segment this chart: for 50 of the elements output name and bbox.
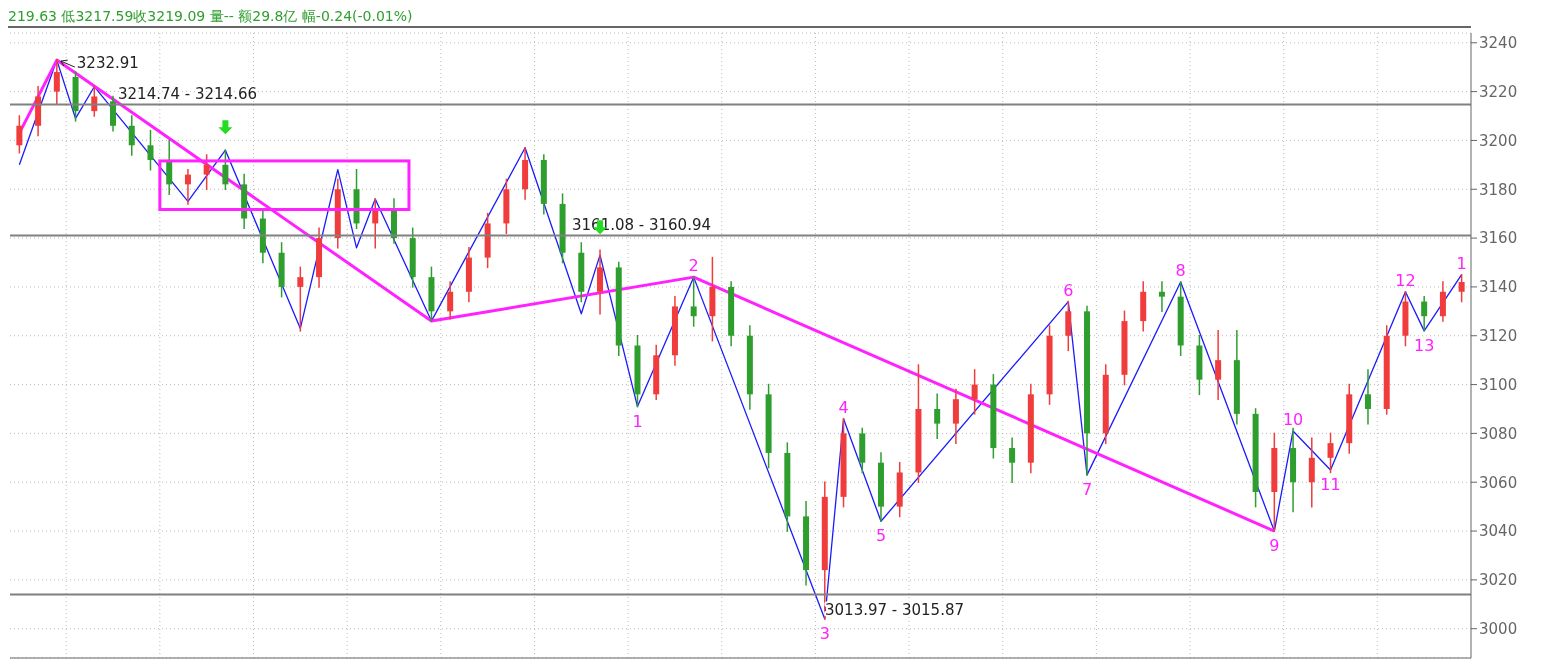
y-tick-label: 3140: [1479, 278, 1518, 297]
candlestick: [1364, 369, 1371, 425]
y-tick-label: 3120: [1479, 327, 1518, 346]
candlestick: [184, 168, 191, 205]
annotation: 3: [819, 623, 830, 643]
text: 219.63 低3217.59收3219.09 量-- 额29.8亿 幅-0.24(-0.01%): [8, 8, 1471, 28]
candlestick: [934, 393, 941, 440]
y-tick-label: 3220: [1479, 82, 1518, 101]
candlestick: [971, 369, 978, 415]
candlestick: [128, 115, 135, 156]
annotation: 4: [838, 397, 849, 417]
candlestick: [1327, 432, 1334, 474]
candlestick: [1421, 295, 1428, 332]
candlestick: [1458, 273, 1465, 303]
y-tick-label: 3240: [1479, 34, 1518, 53]
annotation: 8: [1175, 261, 1186, 281]
annotation: 12: [1395, 270, 1416, 290]
candlestick: [447, 281, 454, 320]
candlestick: [222, 149, 229, 190]
y-tick-label: 3160: [1479, 229, 1518, 248]
ref-line-label: 3013.97 - 3015.87: [825, 600, 965, 619]
y-tick-label: 3000: [1479, 620, 1518, 639]
annotation: 10: [1282, 409, 1304, 429]
candlestick: [147, 129, 154, 171]
annotation: 2: [688, 256, 699, 276]
candlestick: [1009, 437, 1016, 483]
candlestick: [53, 59, 60, 105]
annotation: 13: [1413, 335, 1435, 355]
annotation: 1: [632, 411, 643, 431]
annotation: 6: [1063, 280, 1074, 300]
y-tick-label: 3180: [1479, 180, 1518, 199]
candlestick: [297, 266, 304, 332]
y-tick-label: 3060: [1479, 473, 1518, 492]
candlestick: [16, 115, 23, 154]
y-tick-label: 3080: [1479, 424, 1518, 443]
annotation: 9: [1269, 536, 1280, 556]
annotation: 5: [875, 526, 887, 546]
candlestick: [1158, 281, 1165, 313]
ref-line-label: 3214.74 - 3214.66: [118, 85, 258, 104]
candlestick: [1215, 330, 1222, 400]
y-tick-label: 3200: [1479, 131, 1518, 150]
candlestick: [203, 154, 210, 190]
y-tick-label: 3040: [1479, 522, 1518, 541]
annotation: 1: [1456, 253, 1467, 273]
candlestick: [690, 276, 697, 327]
annotation: 3232.91: [76, 54, 139, 73]
y-tick-label: 3100: [1479, 375, 1518, 394]
annotation: 7: [1081, 479, 1093, 499]
y-tick-label: 3020: [1479, 571, 1518, 590]
annotation: 11: [1320, 475, 1341, 495]
